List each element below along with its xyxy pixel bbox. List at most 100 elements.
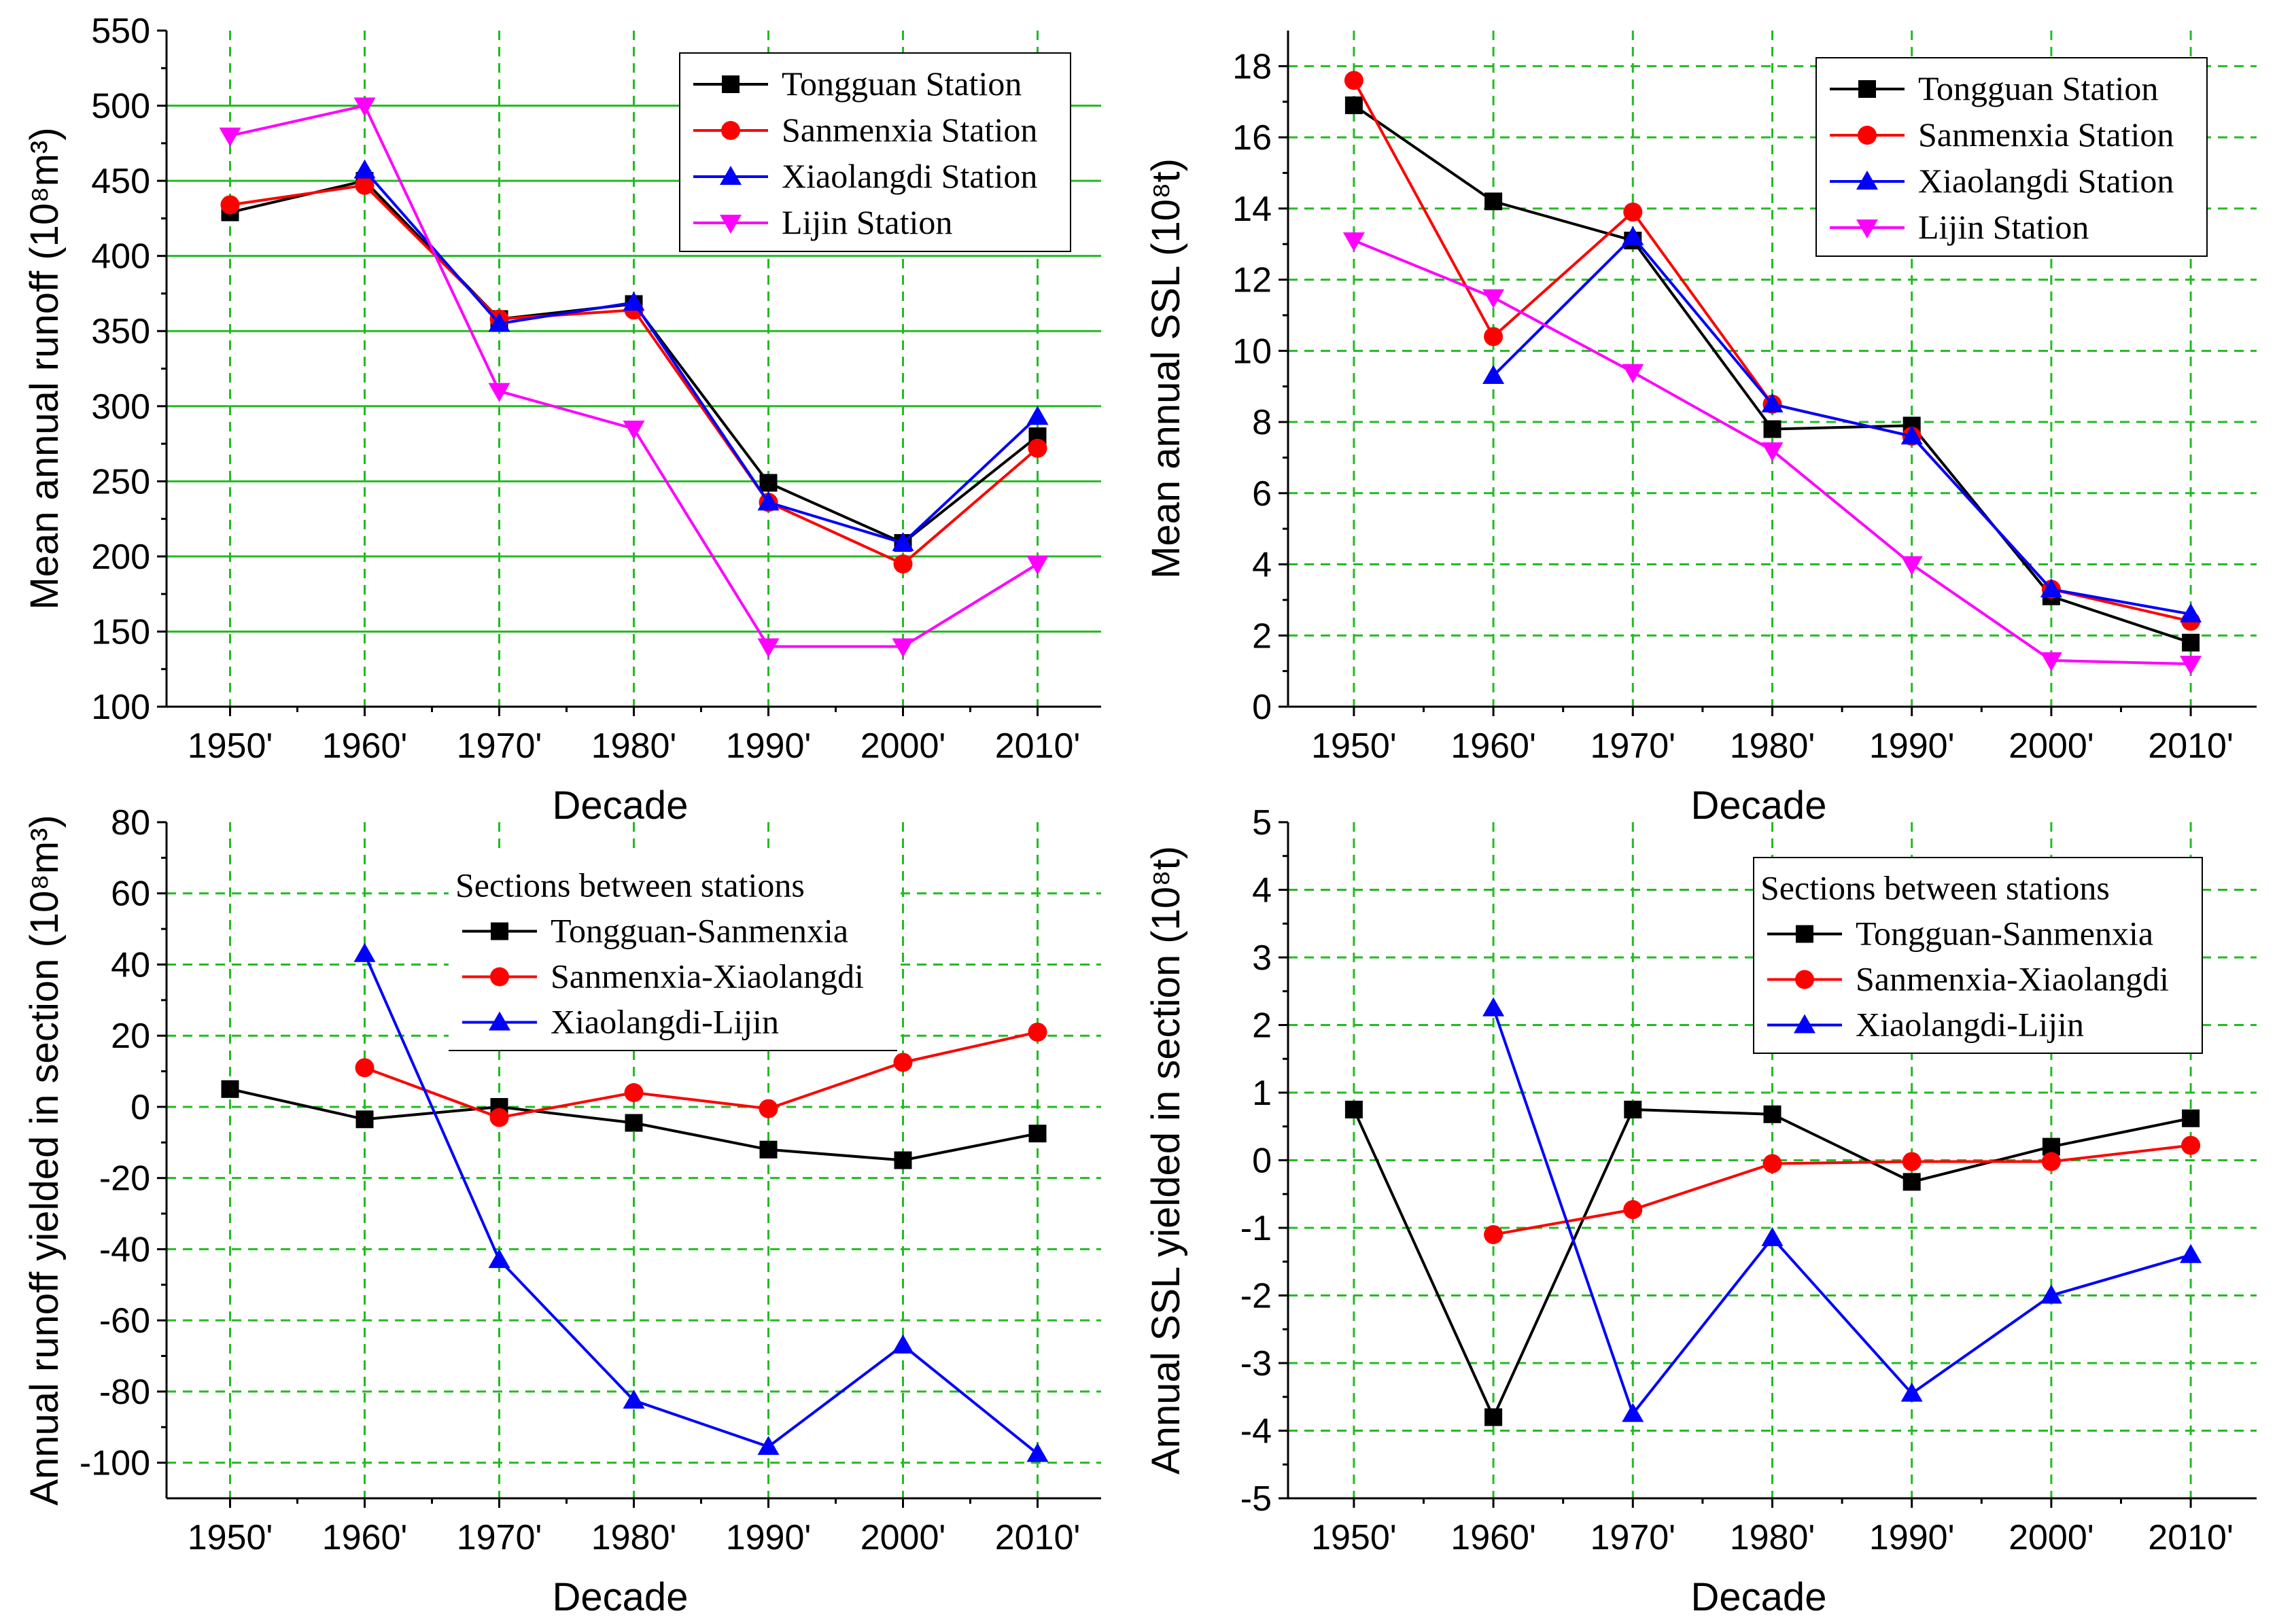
x-axis-title: Decade [553,1575,689,1619]
data-point [1026,555,1049,575]
legend-label: Xiaolangdi Station [1918,162,2174,200]
y-tick-label: 4 [1252,871,1272,911]
series-xiaolangdi-station [1482,226,2202,622]
legend-box [449,855,897,1051]
y-tick-label: 400 [91,237,150,277]
x-tick-label: 2000' [2009,726,2094,766]
legend-swatch-marker [720,166,742,185]
y-tick-label: 250 [91,462,150,501]
data-point [892,1334,914,1354]
series-line [363,953,1039,1455]
y-tick-label: 0 [131,1088,150,1127]
legend-box [1815,57,2208,257]
y-tick-label: 6 [1252,474,1272,514]
data-point [1484,1224,1503,1244]
data-point [624,1083,644,1102]
data-point [1762,1154,1782,1173]
data-point [1028,1022,1047,1042]
data-point [355,1058,375,1078]
data-point [1622,364,1644,383]
x-axis-title: Decade [1691,1575,1827,1619]
data-point [757,1436,780,1455]
data-point [1902,1173,1921,1191]
legend-label: Xiaolangdi Station [782,157,1037,195]
x-tick-label: 1970' [457,1518,542,1557]
legend-label: Sanmenxia Station [782,111,1037,149]
legend-label: Lijin Station [1918,208,2089,246]
legend-label: Sanmenxia-Xiaolangdi [551,957,864,995]
series-sanmenxia-xiaolangdi [355,1022,1047,1127]
data-point [355,1110,374,1129]
x-tick-label: 1990' [726,726,812,766]
data-point [2180,656,2202,675]
y-tick-label: 3 [1252,938,1272,978]
y-axis-title: Annual SSL yielded in section (10⁸t) [1144,846,1188,1475]
x-tick-label: 2000' [2009,1518,2094,1557]
y-tick-label: 2 [1252,616,1272,656]
x-tick-label: 1980' [1730,726,1815,766]
data-point [489,1108,509,1127]
legend-label: Lijin Station [782,203,952,241]
data-point [488,383,510,402]
chart-panel-2: 0 2 4 6 8 10 12 14 16 18 1950' 1960' 1970' 1980' 1990'… [1144,31,2257,828]
y-tick-label: 5 [1252,803,1272,843]
chart-panel-4: -5 -4 -3 -2 -1 0 1 2 3 4 5 1950' 1960' 1970' 1980' 1990… [1144,803,2257,1619]
y-tick-label: -5 [1240,1479,1272,1519]
data-point [759,1099,778,1118]
data-point [2181,1135,2201,1155]
y-tick-label: -1 [1240,1209,1272,1248]
data-point [1484,1408,1503,1426]
data-point [1761,442,1784,461]
data-point [1482,289,1505,308]
y-tick-label: 150 [91,612,150,652]
data-point [2040,578,2062,598]
x-tick-label: 2000' [861,726,946,766]
data-point [1484,327,1503,347]
data-point [1344,1100,1363,1118]
series-sanmenxia-xiaolangdi [1484,1135,2201,1244]
legend-swatch-marker [1795,970,1814,989]
x-tick-label: 2010' [995,1518,1081,1557]
series-line [1492,1007,2191,1417]
legend-swatch-marker [489,1011,510,1031]
data-point [623,1389,645,1409]
data-point [1026,406,1049,425]
y-tick-label: -80 [99,1373,150,1412]
data-point [893,554,913,573]
data-point [1344,71,1363,90]
data-point [759,474,778,492]
series-line [1492,234,2191,616]
legend-swatch-marker [1796,925,1813,943]
legend-label: Sanmenxia Station [1918,116,2174,154]
legend: Tongguan Station Sanmenxia Station Xiaolan… [679,52,1071,252]
legend-label: Sanmenxia-Xiaolangdi [1856,960,2169,998]
y-tick-label: 10 [1232,332,1272,371]
data-point [221,1080,239,1098]
y-tick-label: 300 [91,387,150,427]
x-tick-label: 1990' [1869,1518,1955,1557]
data-point [2180,1243,2202,1263]
x-tick-label: 1950' [188,1518,273,1557]
y-tick-label: 12 [1232,261,1272,300]
x-tick-label: 2000' [861,1518,946,1557]
data-point [1482,364,1505,384]
legend-label: Xiaolangdi-Lijin [1856,1006,2084,1044]
y-tick-label: -4 [1240,1412,1272,1451]
data-point [488,313,510,332]
legend: Sections between stations Tongguan-Sanmen… [449,855,897,1051]
legend-swatch-marker [491,922,508,940]
data-point [353,159,376,179]
data-point [1028,1125,1047,1143]
x-tick-label: 1980' [591,726,677,766]
x-tick-label: 1960' [322,726,408,766]
data-point [1342,232,1365,251]
y-tick-label: -100 [80,1444,150,1483]
series-lijin-station [219,97,1049,658]
data-point [759,1140,778,1159]
y-tick-label: 550 [91,12,150,51]
x-tick-label: 1980' [1730,1518,1815,1557]
legend-swatch-marker [1794,1014,1815,1034]
legend-box [1754,858,2202,1053]
series-xiaolangdi-station [353,159,1049,551]
legend-swatch-marker [722,75,740,93]
